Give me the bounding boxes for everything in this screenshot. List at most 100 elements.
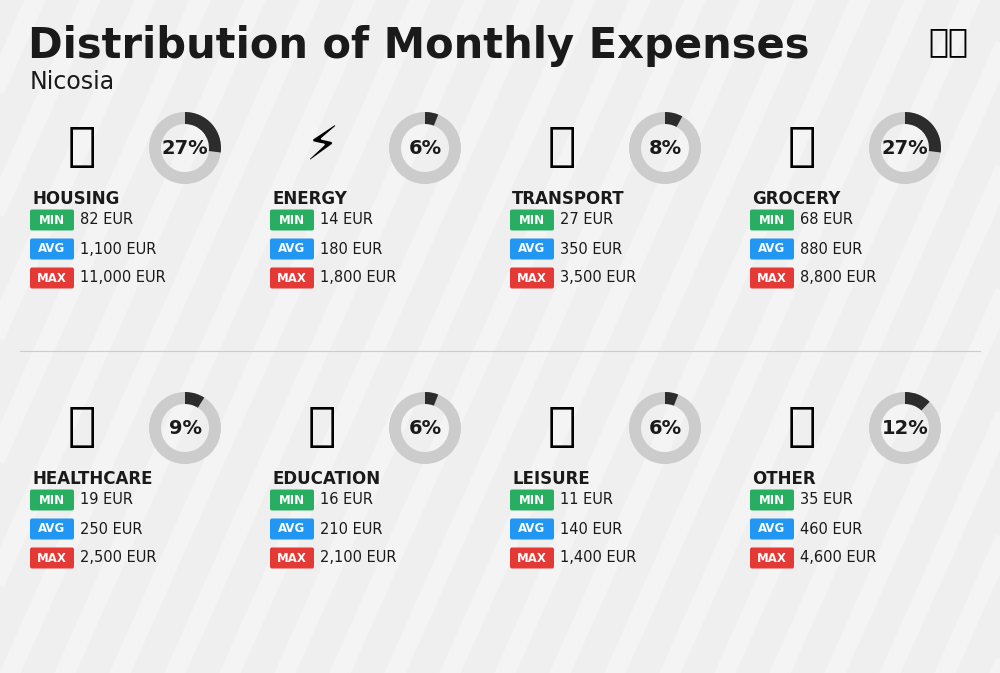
Text: 💰: 💰 (788, 406, 816, 450)
FancyBboxPatch shape (30, 489, 74, 511)
FancyBboxPatch shape (510, 267, 554, 289)
Text: 🎓: 🎓 (308, 406, 336, 450)
Wedge shape (149, 112, 221, 184)
Text: 11,000 EUR: 11,000 EUR (80, 271, 166, 285)
Text: OTHER: OTHER (752, 470, 816, 488)
Text: EDUCATION: EDUCATION (272, 470, 380, 488)
FancyBboxPatch shape (30, 209, 74, 230)
Text: 🚌: 🚌 (548, 125, 576, 170)
FancyBboxPatch shape (510, 489, 554, 511)
FancyBboxPatch shape (30, 518, 74, 540)
FancyBboxPatch shape (750, 238, 794, 260)
Text: ENERGY: ENERGY (272, 190, 347, 208)
Wedge shape (185, 392, 204, 408)
Wedge shape (425, 112, 438, 126)
Text: Distribution of Monthly Expenses: Distribution of Monthly Expenses (28, 25, 810, 67)
Text: MIN: MIN (39, 493, 65, 507)
FancyBboxPatch shape (750, 209, 794, 230)
Text: AVG: AVG (278, 242, 306, 256)
Text: MAX: MAX (37, 271, 67, 285)
Text: ⚡: ⚡ (305, 125, 339, 170)
Text: HOUSING: HOUSING (32, 190, 119, 208)
FancyBboxPatch shape (270, 209, 314, 230)
Text: MAX: MAX (517, 551, 547, 565)
FancyBboxPatch shape (510, 548, 554, 569)
Text: MIN: MIN (759, 213, 785, 227)
Text: 210 EUR: 210 EUR (320, 522, 382, 536)
Text: 68 EUR: 68 EUR (800, 213, 853, 227)
Text: Nicosia: Nicosia (30, 70, 115, 94)
Text: 16 EUR: 16 EUR (320, 493, 373, 507)
FancyBboxPatch shape (750, 489, 794, 511)
Wedge shape (629, 392, 701, 464)
Text: MAX: MAX (37, 551, 67, 565)
FancyBboxPatch shape (270, 238, 314, 260)
Text: 6%: 6% (648, 419, 682, 437)
Text: 2,500 EUR: 2,500 EUR (80, 551, 156, 565)
Text: 27%: 27% (162, 139, 208, 157)
Wedge shape (629, 112, 701, 184)
Wedge shape (185, 112, 221, 153)
Text: MAX: MAX (757, 551, 787, 565)
Text: HEALTHCARE: HEALTHCARE (32, 470, 152, 488)
Text: AVG: AVG (38, 522, 66, 536)
FancyBboxPatch shape (750, 267, 794, 289)
Text: 27 EUR: 27 EUR (560, 213, 613, 227)
Text: 11 EUR: 11 EUR (560, 493, 613, 507)
Wedge shape (389, 112, 461, 184)
Wedge shape (665, 392, 678, 406)
Text: 6%: 6% (408, 419, 442, 437)
Text: AVG: AVG (518, 242, 546, 256)
Text: 140 EUR: 140 EUR (560, 522, 622, 536)
Text: MIN: MIN (759, 493, 785, 507)
Text: 8%: 8% (648, 139, 682, 157)
FancyBboxPatch shape (270, 267, 314, 289)
Text: 🛍: 🛍 (548, 406, 576, 450)
FancyBboxPatch shape (510, 209, 554, 230)
Wedge shape (149, 392, 221, 464)
Text: MAX: MAX (757, 271, 787, 285)
Text: 9%: 9% (168, 419, 202, 437)
Text: 🥬: 🥬 (788, 125, 816, 170)
Text: 19 EUR: 19 EUR (80, 493, 133, 507)
Text: MIN: MIN (279, 213, 305, 227)
Text: 14 EUR: 14 EUR (320, 213, 373, 227)
Wedge shape (425, 392, 438, 406)
Text: 1,800 EUR: 1,800 EUR (320, 271, 396, 285)
FancyBboxPatch shape (270, 548, 314, 569)
Text: 3,500 EUR: 3,500 EUR (560, 271, 636, 285)
Text: 1,400 EUR: 1,400 EUR (560, 551, 636, 565)
Text: MAX: MAX (277, 551, 307, 565)
Text: MIN: MIN (279, 493, 305, 507)
FancyBboxPatch shape (510, 238, 554, 260)
FancyBboxPatch shape (270, 518, 314, 540)
Text: LEISURE: LEISURE (512, 470, 590, 488)
Text: AVG: AVG (758, 522, 786, 536)
Wedge shape (665, 112, 682, 127)
Text: 8,800 EUR: 8,800 EUR (800, 271, 876, 285)
Text: 🏢: 🏢 (68, 125, 96, 170)
FancyBboxPatch shape (30, 238, 74, 260)
Text: 180 EUR: 180 EUR (320, 242, 382, 256)
Text: 🇨🇾: 🇨🇾 (928, 25, 968, 58)
Text: MAX: MAX (277, 271, 307, 285)
FancyBboxPatch shape (510, 518, 554, 540)
Text: AVG: AVG (38, 242, 66, 256)
Wedge shape (389, 392, 461, 464)
Text: 6%: 6% (408, 139, 442, 157)
FancyBboxPatch shape (750, 518, 794, 540)
Text: 82 EUR: 82 EUR (80, 213, 133, 227)
Text: AVG: AVG (518, 522, 546, 536)
FancyBboxPatch shape (750, 548, 794, 569)
Wedge shape (869, 112, 941, 184)
Text: 460 EUR: 460 EUR (800, 522, 862, 536)
Text: 350 EUR: 350 EUR (560, 242, 622, 256)
Text: 250 EUR: 250 EUR (80, 522, 143, 536)
Text: 880 EUR: 880 EUR (800, 242, 862, 256)
Text: 35 EUR: 35 EUR (800, 493, 853, 507)
Text: GROCERY: GROCERY (752, 190, 840, 208)
Text: 💓: 💓 (68, 406, 96, 450)
Text: 12%: 12% (882, 419, 928, 437)
Text: TRANSPORT: TRANSPORT (512, 190, 625, 208)
Text: MIN: MIN (519, 493, 545, 507)
